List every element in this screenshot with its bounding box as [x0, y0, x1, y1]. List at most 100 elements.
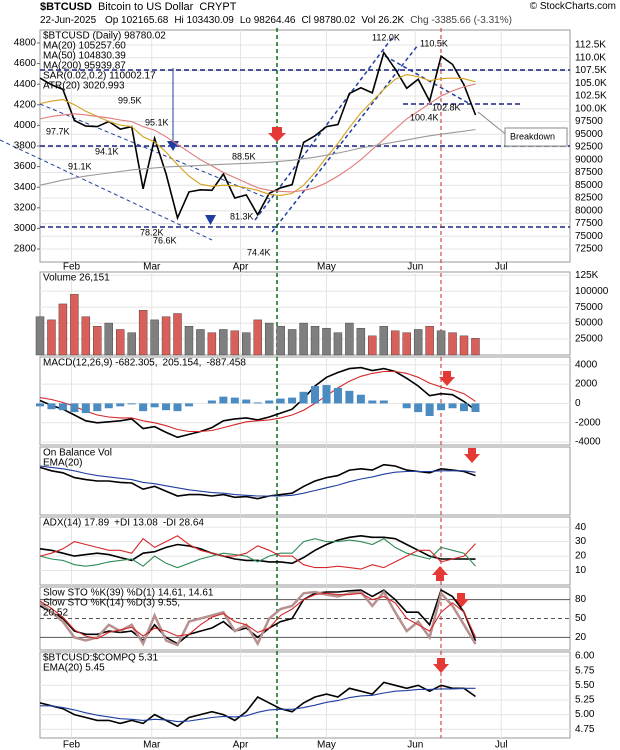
bar [379, 400, 388, 404]
y2-tick-label: 4400 [14, 79, 37, 90]
x-tick-label: Apr [233, 262, 249, 273]
bar [47, 319, 56, 356]
legend-entry: MA(50) 104830.39 [43, 51, 126, 62]
price-annotation: 99.5K [118, 95, 142, 105]
y-tick-label: 0 [575, 398, 581, 409]
bar [299, 391, 308, 404]
bar [379, 326, 388, 356]
bar [471, 338, 480, 356]
x-tick-label: May [317, 262, 336, 273]
series-line [39, 50, 477, 221]
bar [253, 319, 262, 356]
quote-row: 22-Jun-2025 Op 102165.68 Hi 103430.09 Lo 9… [40, 15, 518, 26]
bar [150, 319, 159, 356]
red-arrow [432, 566, 448, 581]
bar [207, 332, 217, 356]
series-line [39, 534, 476, 565]
price-annotation: 100.4K [410, 112, 439, 122]
y-tick-label: 50 [575, 613, 587, 624]
bar [345, 322, 354, 356]
y2-tick-label: 4200 [14, 99, 37, 110]
bar [333, 332, 343, 356]
y-tick-label: 97500 [575, 116, 603, 127]
price-annotation: Breakdown [510, 131, 555, 141]
bar [173, 403, 182, 412]
credit: © StockCharts.com [529, 1, 616, 12]
date: 22-Jun-2025 [40, 15, 97, 26]
callout-line [477, 111, 509, 137]
trend-channel [384, 55, 471, 105]
legend-entry: 20.52 [43, 608, 68, 619]
legend-entry: ATR(20) 3020.993 [43, 81, 125, 92]
y-tick-label: 25000 [575, 334, 603, 345]
bar [333, 387, 342, 404]
bar [58, 403, 67, 411]
y-tick-label: 5.25 [575, 695, 595, 706]
bar [93, 326, 102, 356]
legend-entry: $BTCUSD (Daily) 98780.02 [43, 31, 166, 42]
price-annotation: 97.7K [46, 126, 70, 136]
price-annotation: 94.1K [95, 146, 119, 156]
y-tick-label: 87500 [575, 167, 603, 178]
y-tick-label: 6.00 [575, 651, 595, 662]
bar [402, 332, 411, 356]
bar [264, 322, 274, 356]
panel-frame [39, 651, 571, 739]
bar [207, 400, 216, 404]
bar [299, 322, 308, 356]
y-tick-label: 75000 [575, 231, 603, 242]
bar [265, 400, 274, 404]
bar [276, 398, 285, 404]
bar [219, 396, 228, 404]
exchange: CRYPT [199, 1, 237, 13]
y-tick-label: -4000 [575, 437, 601, 448]
x-tick-label: Jun [407, 262, 423, 273]
series-line [39, 463, 476, 500]
series-line [39, 465, 476, 497]
y-tick-label: 4.75 [575, 724, 595, 735]
price-annotation: 112.0K [372, 32, 400, 42]
legend-entry: $BTCUSD:$COMPQ 5.31 [43, 653, 158, 664]
bar [161, 316, 171, 356]
y-tick-label: 80 [575, 594, 587, 605]
y-tick-label: 10 [575, 565, 587, 576]
bar [139, 403, 148, 412]
bar [322, 327, 331, 356]
bar [81, 316, 91, 356]
bar [70, 403, 79, 413]
bar [138, 310, 148, 356]
x-tick-label: Jul [495, 740, 508, 750]
series-line [39, 74, 476, 196]
y-tick-label: 100.0K [575, 103, 607, 114]
bar [242, 332, 251, 356]
bar [448, 403, 457, 409]
legend-entry: MA(200) 95939.87 [43, 61, 126, 72]
bar [104, 322, 113, 356]
price-annotation: 102.8K [432, 102, 461, 112]
y2-tick-label: 2800 [14, 244, 37, 255]
red-arrow [268, 127, 286, 142]
bar [184, 326, 194, 356]
bar [150, 403, 159, 408]
price-annotation: 95.1K [145, 117, 169, 127]
bar [288, 397, 297, 404]
y-tick-label: 5.00 [575, 709, 595, 720]
y-tick-label: 102.5K [575, 91, 607, 102]
quote-item: Cl 98780.02 [301, 15, 356, 26]
series-line [39, 83, 476, 193]
series-line [39, 366, 476, 439]
y-tick-label: 82500 [575, 193, 603, 204]
trend-channel [271, 44, 419, 233]
bar [436, 330, 446, 356]
y-tick-label: 30 [575, 536, 587, 547]
series-line [39, 592, 476, 640]
price-annotation: 91.1K [68, 161, 92, 171]
callout-box [504, 127, 568, 147]
bar [356, 327, 366, 356]
y-tick-label: 4000 [575, 359, 598, 370]
bar [253, 402, 262, 404]
y-tick-label: 5.75 [575, 665, 595, 676]
bar [47, 403, 56, 410]
y-tick-label: 92500 [575, 142, 603, 153]
